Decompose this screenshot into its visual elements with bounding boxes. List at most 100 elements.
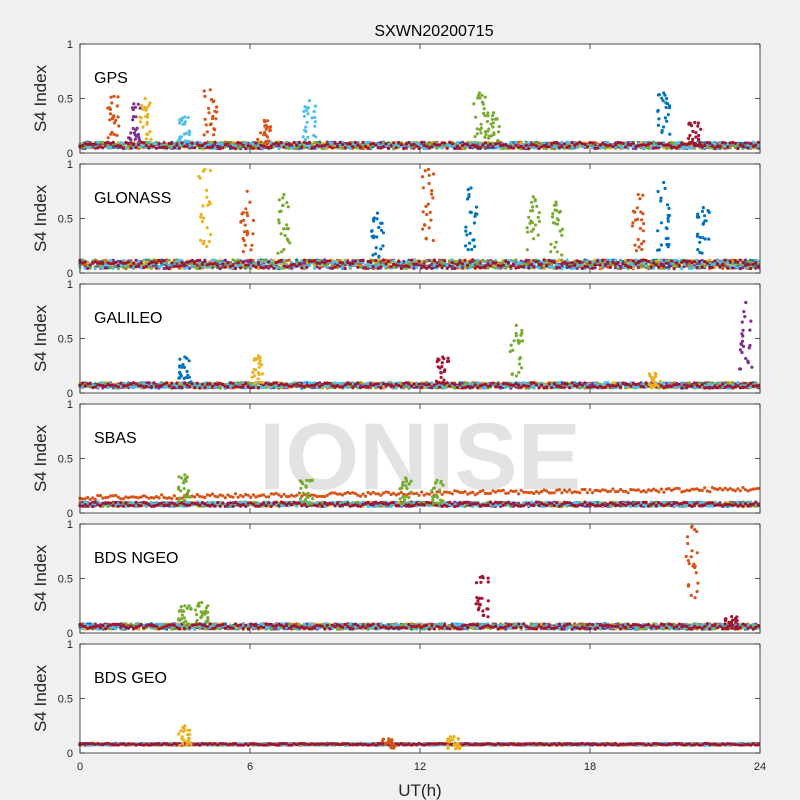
- data-point: [96, 140, 100, 144]
- data-point: [707, 237, 711, 241]
- data-point: [185, 266, 189, 270]
- data-point: [373, 252, 378, 256]
- data-point: [110, 101, 114, 105]
- data-point: [549, 250, 553, 254]
- data-point: [202, 89, 206, 93]
- data-point: [482, 111, 486, 115]
- data-point: [526, 230, 530, 234]
- data-point: [539, 262, 544, 266]
- data-point: [700, 209, 705, 213]
- data-point: [537, 266, 541, 270]
- data-point: [297, 140, 301, 145]
- data-point: [427, 226, 431, 230]
- data-point: [142, 141, 146, 145]
- data-point: [492, 111, 496, 115]
- data-point: [654, 263, 658, 267]
- data-point: [375, 211, 380, 215]
- data-point: [631, 221, 635, 225]
- data-point: [701, 206, 705, 210]
- data-point: [144, 143, 148, 148]
- data-point: [686, 136, 691, 140]
- data-point: [281, 196, 285, 200]
- data-point: [644, 264, 648, 268]
- data-point: [312, 133, 316, 137]
- data-point: [478, 128, 482, 132]
- data-point: [427, 264, 431, 269]
- data-point: [389, 144, 393, 148]
- data-point: [186, 115, 190, 120]
- plot-area: [80, 164, 760, 273]
- data-point: [511, 146, 516, 150]
- data-point: [424, 204, 428, 208]
- data-point: [535, 204, 539, 208]
- data-point: [640, 242, 644, 246]
- data-point: [657, 117, 661, 121]
- data-point: [183, 115, 187, 119]
- data-point: [639, 141, 643, 145]
- data-point: [430, 145, 434, 149]
- data-point: [144, 137, 148, 141]
- data-point: [509, 265, 513, 269]
- data-point: [641, 229, 645, 233]
- data-point: [662, 264, 666, 268]
- data-point: [601, 141, 605, 145]
- data-point: [307, 99, 312, 103]
- data-point: [241, 250, 245, 254]
- data-point: [529, 263, 533, 267]
- data-points: [78, 88, 760, 151]
- data-point: [479, 131, 483, 135]
- data-point: [121, 146, 125, 151]
- data-point: [659, 221, 664, 225]
- data-point: [554, 240, 558, 244]
- data-point: [269, 264, 273, 268]
- data-point: [552, 260, 556, 264]
- data-point: [445, 146, 449, 150]
- data-point: [126, 146, 131, 151]
- data-point: [596, 146, 600, 150]
- data-point: [667, 206, 671, 210]
- data-point: [601, 258, 605, 262]
- data-point: [233, 147, 238, 151]
- data-point: [277, 198, 281, 202]
- data-point: [713, 259, 717, 263]
- data-point: [374, 258, 378, 263]
- data-point: [590, 266, 595, 270]
- data-point: [303, 128, 307, 132]
- data-point: [423, 169, 427, 173]
- data-point: [570, 140, 574, 145]
- data-point: [553, 221, 557, 225]
- data-point: [659, 196, 663, 200]
- data-point: [285, 223, 289, 227]
- data-point: [187, 132, 191, 137]
- data-point: [182, 264, 187, 268]
- data-point: [575, 146, 579, 150]
- data-point: [201, 216, 205, 220]
- data-point: [140, 104, 144, 108]
- data-point: [103, 266, 108, 270]
- data-point: [606, 260, 610, 264]
- data-point: [613, 143, 618, 147]
- data-point: [330, 146, 334, 150]
- data-point: [430, 266, 434, 270]
- data-point: [282, 192, 286, 197]
- data-point: [536, 215, 540, 219]
- data-point: [670, 259, 674, 263]
- data-point: [525, 248, 529, 252]
- data-point: [749, 141, 753, 146]
- data-point: [667, 143, 671, 147]
- data-point: [343, 266, 347, 271]
- data-point: [287, 265, 291, 269]
- data-point: [268, 128, 272, 132]
- data-point: [313, 266, 317, 270]
- data-point: [402, 142, 406, 146]
- data-point: [129, 146, 133, 150]
- data-point: [241, 236, 245, 241]
- data-point: [198, 176, 202, 180]
- data-point: [715, 262, 720, 266]
- data-point: [243, 223, 247, 227]
- data-point: [425, 212, 429, 217]
- data-point: [486, 114, 490, 118]
- data-point: [440, 265, 444, 270]
- data-point: [431, 196, 435, 200]
- data-point: [305, 265, 309, 269]
